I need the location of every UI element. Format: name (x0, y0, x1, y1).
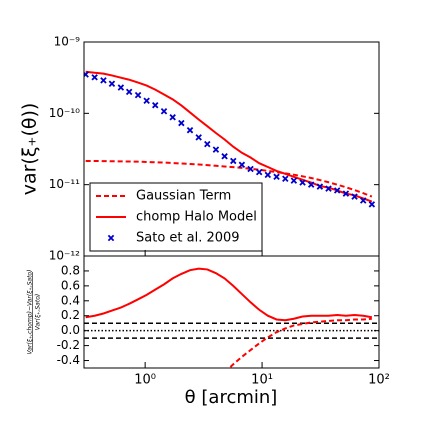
point (169, 114, 176, 121)
point (316, 183, 324, 190)
point (359, 197, 367, 204)
y-tick-label: -0.4 (57, 353, 80, 367)
point (91, 74, 98, 81)
point (221, 153, 228, 160)
point (238, 161, 246, 169)
legend-label: chomp Halo Model (136, 210, 257, 225)
y-tick-label: 10⁻⁹ (54, 35, 81, 49)
line (227, 317, 372, 368)
point (368, 201, 376, 208)
point (117, 84, 125, 91)
y-tick-label: 10⁻¹¹ (49, 177, 80, 191)
y-tick-label: -0.2 (57, 338, 80, 352)
point (195, 134, 202, 141)
point (143, 97, 150, 105)
y-axis-label: var(ξ₊(θ)) (19, 103, 41, 196)
y-axis-label: Var(ξ₊,Sato) (35, 294, 42, 330)
point (342, 190, 350, 197)
point (84, 71, 89, 78)
point (178, 119, 185, 127)
point (255, 168, 263, 176)
point (100, 77, 107, 84)
point (299, 179, 306, 186)
point (247, 165, 254, 173)
point (264, 171, 272, 179)
point (108, 80, 116, 87)
x-axis-label: θ [arcmin] (185, 387, 278, 408)
point (134, 91, 142, 99)
line (85, 267, 373, 322)
point (333, 187, 341, 194)
point (290, 177, 298, 184)
legend-label: Gaussian Term (136, 189, 231, 204)
point (307, 181, 315, 188)
x-tick-label: 10² (368, 373, 390, 388)
point (282, 175, 289, 182)
point (125, 88, 133, 96)
y-tick-label: 0.6 (61, 278, 80, 292)
x-tick-label: 10⁰ (134, 373, 156, 388)
y-tick-label: 0.0 (61, 323, 80, 337)
point (212, 146, 220, 153)
point (152, 101, 159, 109)
point (186, 126, 194, 134)
axes-frame (83, 255, 380, 369)
x-tick-label: 10¹ (251, 373, 273, 388)
line (85, 70, 373, 203)
plot-area (84, 267, 379, 368)
point (204, 140, 211, 148)
legend: Gaussian Term chomp Halo Model Sato et al.… (89, 182, 263, 252)
point (351, 193, 358, 200)
y-tick-label: 0.2 (61, 308, 80, 322)
y-tick-label: 10⁻¹² (49, 249, 80, 263)
y-tick-label: 10⁻¹⁰ (49, 106, 80, 120)
plot-area (84, 70, 376, 208)
point (273, 173, 280, 181)
legend-marker (107, 234, 115, 242)
y-tick-label: 0.4 (61, 293, 80, 307)
legend-label: Sato et al. 2009 (136, 231, 240, 246)
y-tick-label: 0.8 (61, 263, 80, 277)
y-axis-label: Var(ξ₊,chomp)−Var(ξ₊,Sato) (27, 270, 34, 355)
point (230, 157, 237, 165)
point (325, 185, 332, 192)
point (160, 108, 168, 115)
